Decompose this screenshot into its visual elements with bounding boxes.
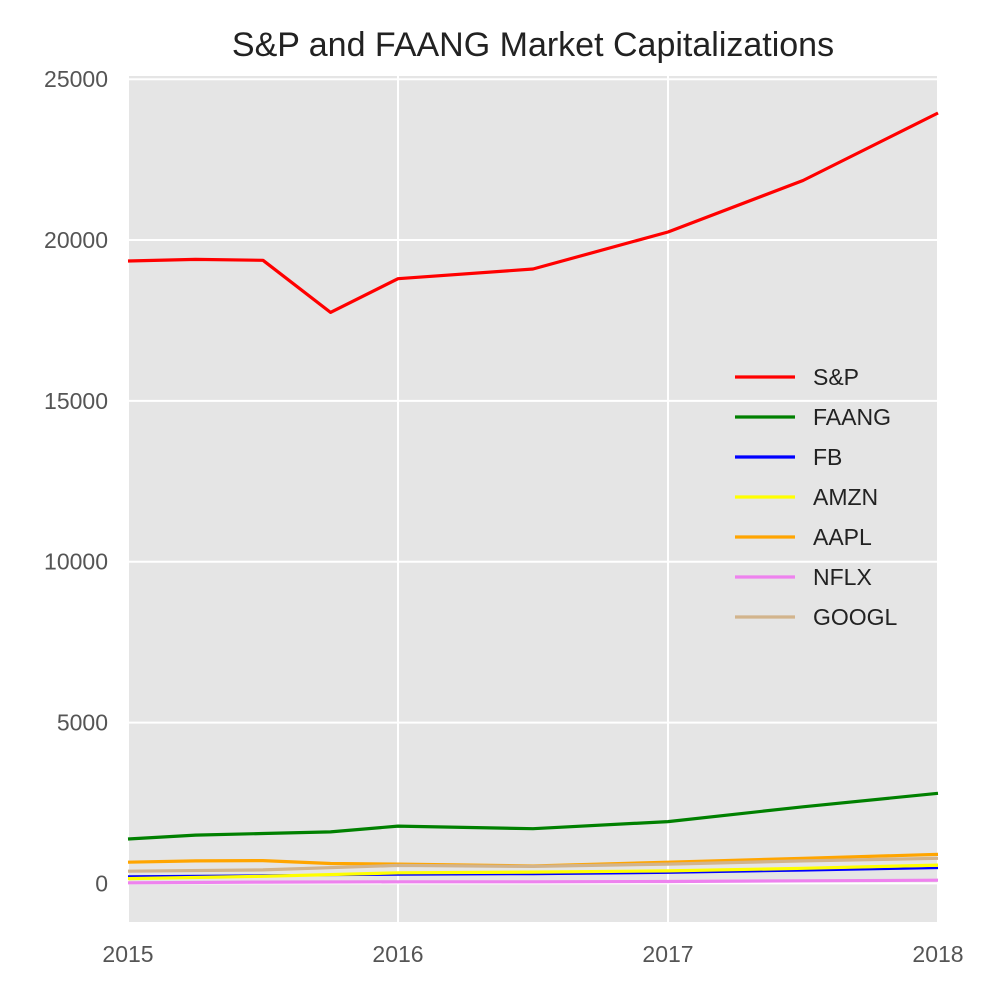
series-line-s-p [127, 111, 939, 314]
y-tick-label: 0 [95, 870, 108, 896]
y-tick-label: 5000 [57, 710, 108, 736]
y-tick-labels: 0 5000 10000 15000 20000 25000 [44, 66, 108, 896]
legend: S&P FAANG FB AMZN AAPL NFLX GOOGL [735, 364, 898, 630]
legend-label-faang: FAANG [813, 404, 891, 430]
legend-label-nflx: NFLX [813, 564, 872, 590]
legend-label-s-p: S&P [813, 364, 859, 390]
legend-label-googl: GOOGL [813, 604, 898, 630]
y-tick-label: 15000 [44, 388, 108, 414]
legend-label-aapl: AAPL [813, 524, 872, 550]
series-line-nflx [127, 878, 939, 885]
x-tick-label: 2018 [912, 941, 963, 967]
legend-label-fb: FB [813, 444, 842, 470]
x-tick-labels: 2015 2016 2017 2018 [102, 941, 963, 967]
plot-area [128, 76, 938, 922]
chart-title: S&P and FAANG Market Capitalizations [231, 26, 835, 64]
series-layer [127, 111, 939, 885]
y-tick-label: 20000 [44, 227, 108, 253]
series-line-googl [127, 856, 939, 873]
grid-lines [127, 76, 939, 922]
series-line-amzn [127, 863, 939, 881]
x-tick-label: 2016 [372, 941, 423, 967]
x-tick-label: 2015 [102, 941, 153, 967]
y-tick-label: 25000 [44, 66, 108, 92]
series-line-faang [127, 791, 939, 841]
y-tick-label: 10000 [44, 549, 108, 575]
legend-label-amzn: AMZN [813, 484, 878, 510]
x-tick-label: 2017 [642, 941, 693, 967]
